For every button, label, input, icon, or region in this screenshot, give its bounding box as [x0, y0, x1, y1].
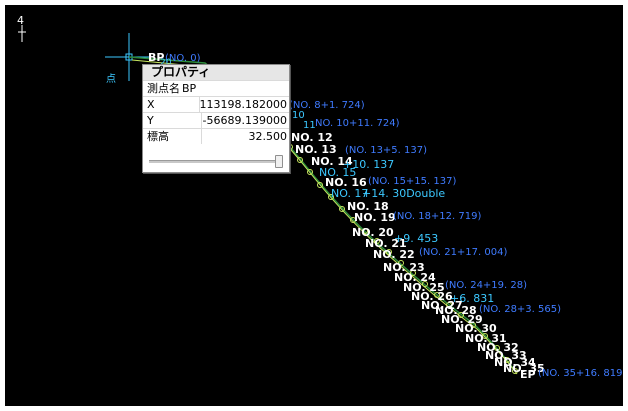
station-label-19: NO. 19	[354, 211, 396, 224]
property-key-y: Y	[147, 114, 154, 127]
distance-label-11: (NO. 24+19. 28)	[445, 280, 528, 291]
svg-text:4: 4	[17, 14, 24, 27]
station-label-14: NO. 14	[311, 155, 353, 168]
property-value-x: 113198.182000	[198, 97, 287, 112]
station-label-11: 11	[303, 120, 316, 131]
distance-label-4: (NO. 13+5. 137)	[345, 145, 428, 156]
station-label-18: NO. 18	[347, 200, 389, 213]
slider-track	[149, 160, 283, 163]
station-label-25: NO. 25	[403, 281, 445, 294]
distance-label-13: (NO. 28+3. 565)	[479, 304, 562, 315]
bp-label: BP	[148, 51, 165, 64]
distance-label-12: +6. 831	[450, 292, 495, 305]
distance-label-10: (NO. 21+17. 004)	[419, 247, 508, 258]
cad-canvas[interactable]: 4 点 BP (NO. 0) 20 (NO. 8+1. 724) NO. 10+…	[5, 5, 623, 406]
property-key-x: X	[147, 98, 155, 111]
opacity-slider[interactable]	[149, 155, 283, 168]
station-label-22: NO. 22	[373, 248, 415, 261]
station-label-15: NO. 15	[319, 166, 357, 179]
station-label-34: NO. 34	[494, 356, 536, 369]
distance-label-5: +10. 137	[343, 158, 395, 171]
station-label-12: NO. 12	[291, 131, 333, 144]
property-row-name: 測点名 BP	[143, 80, 289, 96]
property-key-elevation: 標高	[147, 130, 169, 143]
slider-thumb[interactable]	[275, 155, 283, 168]
station-label-24: NO. 24	[394, 271, 436, 284]
distance-label-8: (NO. 18+12. 719)	[393, 211, 482, 222]
distance-label-7: +14. 30Double	[362, 187, 446, 200]
alignment-drawing	[105, 33, 518, 375]
station-label-17: NO. 17	[331, 187, 369, 200]
cursor-label: 点	[106, 74, 116, 85]
station-label-23: NO. 23	[383, 261, 425, 274]
distance-label-1: (NO. 8+1. 724)	[289, 100, 365, 111]
property-row-elevation: 標高 32.500	[143, 128, 289, 144]
bp-offset-label: 20	[160, 58, 172, 68]
ep-station-label: (NO. 35+16. 819)	[538, 368, 623, 379]
property-value-name: BP	[182, 82, 197, 95]
station-label-31: NO. 31	[465, 332, 507, 345]
station-label-35: NO. 35	[503, 362, 545, 375]
station-label-28: NO. 28	[435, 304, 477, 317]
property-panel: プロパティ 測点名 BP X 113198.182000 Y -56689.13…	[142, 64, 290, 173]
distance-label-9: +9. 453	[394, 232, 439, 245]
distance-label-6: (NO. 15+15. 137)	[368, 176, 457, 187]
station-label-29: NO. 29	[441, 313, 483, 326]
station-label-32: NO. 32	[477, 341, 519, 354]
property-panel-title: プロパティ	[143, 65, 289, 80]
station-label-10: 10	[292, 110, 305, 121]
distance-label-2: NO. 10+11. 724)	[315, 118, 400, 129]
station-label-13: NO. 13	[295, 143, 337, 156]
station-label-21: NO. 21	[365, 237, 407, 250]
property-row-y: Y -56689.139000	[143, 112, 289, 128]
station-label-27: NO. 27	[421, 299, 463, 312]
station-markers	[287, 144, 518, 374]
ep-label: EP	[520, 368, 536, 381]
property-value-elevation: 32.500	[201, 129, 289, 144]
property-key-name: 測点名	[147, 82, 180, 95]
station-label-16: NO. 16	[325, 176, 367, 189]
property-row-x: X 113198.182000	[143, 96, 289, 112]
station-label-30: NO. 30	[455, 322, 497, 335]
station-label-20: NO. 20	[352, 226, 394, 239]
station-label-26: NO. 26	[411, 290, 453, 303]
station-label-33: NO. 33	[485, 349, 527, 362]
property-value-y: -56689.139000	[201, 113, 287, 128]
bp-station-label: (NO. 0)	[165, 53, 201, 64]
